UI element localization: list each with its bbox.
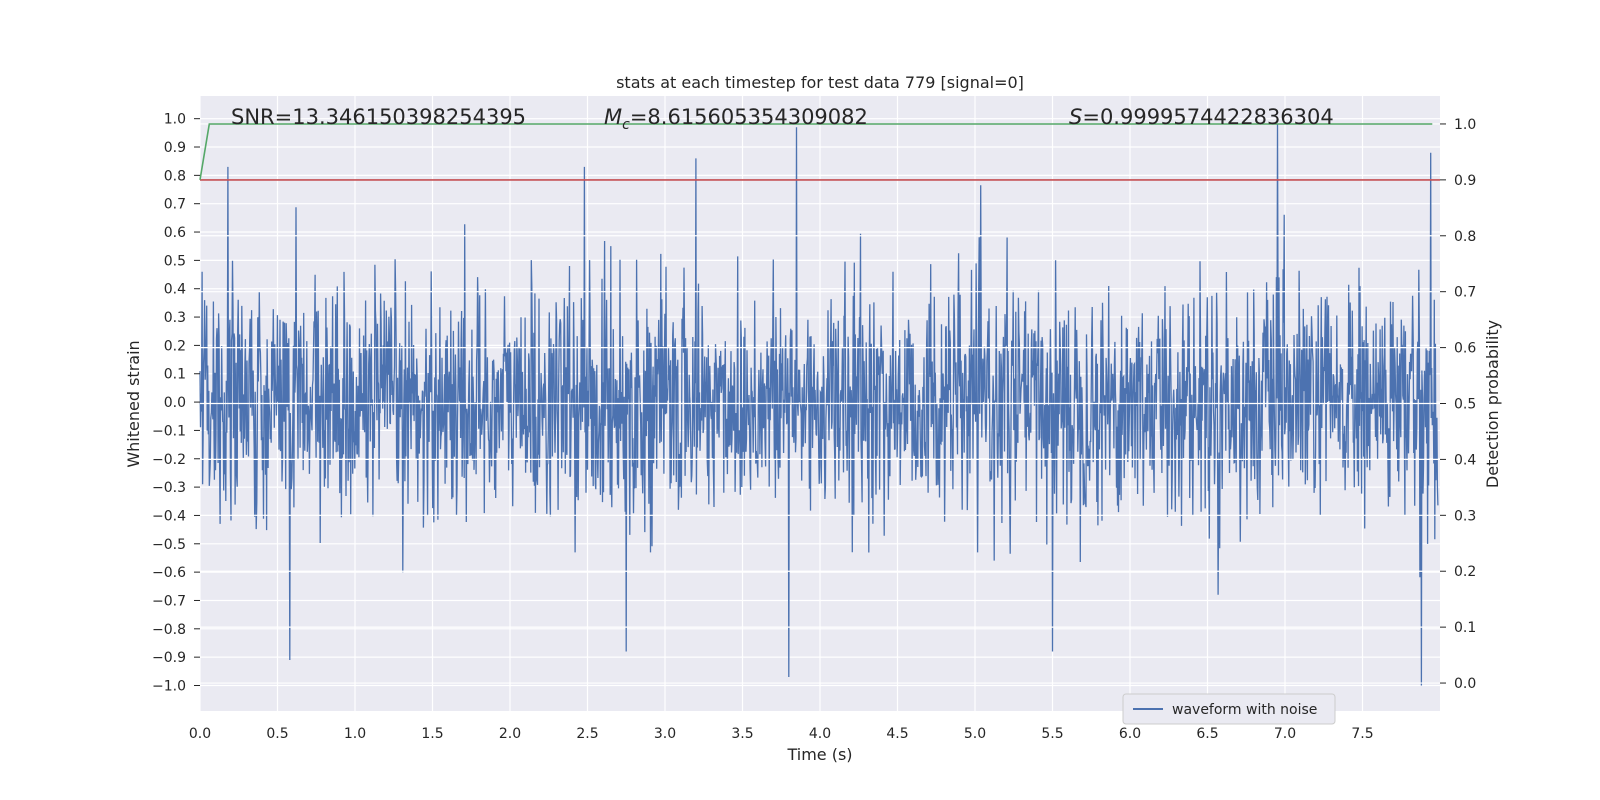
y-tick-label: −1.0 [152,678,186,694]
chart-title: stats at each timestep for test data 779… [616,73,1024,92]
x-tick-label: 5.5 [1041,726,1063,742]
x-tick-label: 6.0 [1119,726,1141,742]
y-tick-label: 0.6 [164,225,186,241]
right-tick-label: 0.7 [1454,285,1476,301]
right-tick-label: 0.3 [1454,508,1476,524]
y-tick-label: 0.5 [164,253,186,269]
snr-annotation: SNR=13.346150398254395 [231,105,526,129]
right-tick-label: 0.5 [1454,397,1476,413]
right-tick-label: 0.9 [1454,173,1476,189]
x-tick-label: 0.5 [266,726,288,742]
y-tick-label: −0.8 [152,622,186,638]
x-tick-label: 6.5 [1196,726,1218,742]
right-tick-label: 0.1 [1454,620,1476,636]
right-tick-label: 0.6 [1454,341,1476,357]
x-tick-label: 1.5 [421,726,443,742]
y-tick-label: 0.4 [164,282,186,298]
right-tick-label: 0.0 [1454,676,1476,692]
x-axis-ticks: 0.0 0.5 1.0 1.5 2.0 2.5 3.0 3.5 4.0 4.5 5.0 5.5 6.0 6… [189,726,1374,742]
legend-label-waveform: waveform with noise [1172,702,1317,718]
waveform-line [199,124,1439,686]
x-tick-label: 3.5 [731,726,753,742]
s-value: =0.9999574422836304 [1082,105,1333,129]
y-axis-ticks: 1.0 0.9 0.8 0.7 0.6 0.5 0.4 0.3 0.2 0.1 0.0 −0.1 −0.… [152,112,200,694]
x-tick-label: 7.0 [1274,726,1296,742]
x-tick-label: 4.5 [886,726,908,742]
right-tick-label: 0.8 [1454,229,1476,245]
right-axis-label: Detection probability [1483,320,1502,488]
mc-annotation: Mc=8.615605354309082 [604,105,868,133]
y-tick-label: −0.6 [152,565,186,581]
y-tick-label: 0.2 [164,338,186,354]
y-tick-label: −0.3 [152,480,186,496]
detection-probability-line [199,123,1433,181]
right-axis-ticks: 1.0 0.9 0.8 0.7 0.6 0.5 0.4 0.3 0.2 0.1 0.0 [1440,117,1476,692]
y-tick-label: 0.9 [164,140,186,156]
legend: waveform with noise [1122,693,1336,725]
right-tick-label: 0.2 [1454,564,1476,580]
x-tick-label: 2.5 [576,726,598,742]
y-tick-label: 0.7 [164,197,186,213]
x-axis-label: Time (s) [786,745,852,764]
x-tick-label: 0.0 [189,726,211,742]
y-tick-label: 1.0 [164,112,186,128]
x-tick-label: 3.0 [654,726,676,742]
y-tick-label: −0.2 [152,452,186,468]
legend-box [1122,693,1336,725]
y-tick-label: 0.1 [164,367,186,383]
mc-subscript: c [622,117,630,133]
s-symbol: S [1069,105,1082,129]
y-tick-label: −0.9 [152,650,186,666]
probability-series [199,123,1440,684]
right-tick-label: 1.0 [1454,117,1476,133]
y-tick-label: 0.0 [164,395,186,411]
y-tick-label: −0.5 [152,537,186,553]
x-tick-label: 1.0 [344,726,366,742]
x-tick-label: 4.0 [809,726,831,742]
right-tick-label: 0.4 [1454,452,1476,468]
y-tick-label: −0.7 [152,593,186,609]
y-tick-label: 0.3 [164,310,186,326]
s-annotation: S=0.9999574422836304 [1069,105,1334,129]
y-axis-label: Whitened strain [124,340,143,467]
x-tick-label: 7.5 [1351,726,1373,742]
y-tick-label: 0.8 [164,168,186,184]
y-tick-label: −0.1 [152,423,186,439]
waveform-series [199,124,1439,686]
y-tick-label: −0.4 [152,508,186,524]
mc-value: =8.615605354309082 [630,105,868,129]
x-tick-label: 2.0 [499,726,521,742]
mc-symbol: M [604,105,622,129]
x-tick-label: 5.0 [964,726,986,742]
